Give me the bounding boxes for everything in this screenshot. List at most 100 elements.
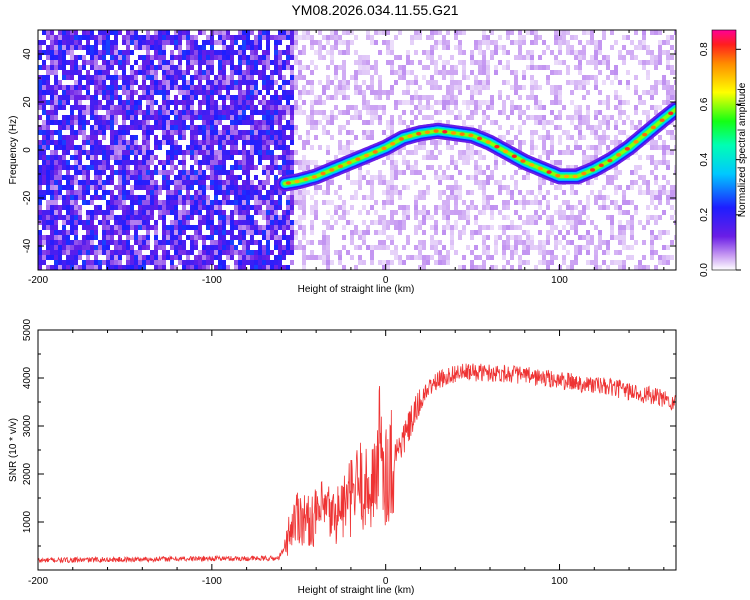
heatmap-cell — [154, 90, 158, 95]
heatmap-cell — [658, 145, 662, 150]
heatmap-cell — [246, 85, 250, 90]
heatmap-cell — [62, 55, 66, 60]
heatmap-cell — [402, 225, 406, 230]
heatmap-cell — [510, 110, 514, 115]
heatmap-cell — [278, 85, 282, 90]
heatmap-cell — [94, 50, 98, 55]
heatmap-cell — [466, 205, 470, 210]
heatmap-cell — [430, 75, 434, 80]
heatmap-cell — [78, 250, 82, 255]
heatmap-cell — [258, 100, 262, 105]
heatmap-cell — [358, 175, 362, 180]
heatmap-cell — [398, 260, 402, 265]
heatmap-cell — [58, 160, 62, 165]
heatmap-cell — [510, 125, 514, 130]
heatmap-cell — [262, 100, 266, 105]
heatmap-cell — [178, 200, 182, 205]
heatmap-cell — [142, 220, 146, 225]
heatmap-cell — [554, 235, 558, 240]
heatmap-cell — [238, 30, 242, 35]
heatmap-cell — [614, 205, 618, 210]
heatmap-cell — [166, 130, 170, 135]
heatmap-cell — [54, 70, 58, 75]
heatmap-cell — [146, 180, 150, 185]
heatmap-cell — [274, 145, 278, 150]
heatmap-cell — [238, 50, 242, 55]
heatmap-cell — [122, 155, 126, 160]
heatmap-cell — [506, 240, 510, 245]
heatmap-cell — [38, 170, 42, 175]
heatmap-cell — [186, 215, 190, 220]
heatmap-cell — [490, 30, 494, 35]
heatmap-cell — [134, 35, 138, 40]
heatmap-cell — [114, 30, 118, 35]
heatmap-cell — [626, 135, 630, 140]
heatmap-cell — [210, 100, 214, 105]
heatmap-cell — [38, 125, 42, 130]
heatmap-cell — [186, 50, 190, 55]
heatmap-cell — [258, 60, 262, 65]
heatmap-cell — [162, 120, 166, 125]
heatmap-cell — [142, 240, 146, 245]
heatmap-cell — [238, 200, 242, 205]
heatmap-cell — [550, 145, 554, 150]
heatmap-cell — [350, 140, 354, 145]
heatmap-cell — [642, 45, 646, 50]
heatmap-cell — [474, 245, 478, 250]
heatmap-cell — [134, 75, 138, 80]
heatmap-cell — [118, 230, 122, 235]
heatmap-cell — [374, 40, 378, 45]
heatmap-cell — [294, 80, 298, 85]
heatmap-cell — [110, 255, 114, 260]
heatmap-x-tick-label: -100 — [202, 275, 222, 286]
heatmap-cell — [82, 120, 86, 125]
heatmap-cell — [498, 225, 502, 230]
heatmap-cell — [134, 265, 138, 270]
heatmap-cell — [322, 55, 326, 60]
heatmap-cell — [270, 190, 274, 195]
heatmap-cell — [242, 120, 246, 125]
heatmap-cell — [38, 45, 42, 50]
heatmap-cell — [342, 65, 346, 70]
heatmap-y-tick-label: 40 — [22, 48, 33, 60]
snr-y-tick-label: 2000 — [22, 462, 33, 485]
heatmap-cell — [62, 145, 66, 150]
heatmap-cell — [58, 250, 62, 255]
heatmap-cell — [246, 260, 250, 265]
heatmap-cell — [654, 80, 658, 85]
heatmap-cell — [58, 95, 62, 100]
heatmap-cell — [462, 265, 466, 270]
heatmap-cell — [210, 85, 214, 90]
heatmap-cell — [658, 40, 662, 45]
heatmap-cell — [206, 70, 210, 75]
heatmap-cell — [378, 215, 382, 220]
heatmap-cell — [198, 250, 202, 255]
heatmap-cell — [606, 145, 610, 150]
heatmap-cell — [198, 145, 202, 150]
heatmap-cell — [46, 155, 50, 160]
heatmap-cell — [270, 185, 274, 190]
heatmap-cell — [358, 180, 362, 185]
heatmap-cell — [250, 40, 254, 45]
heatmap-cell — [94, 60, 98, 65]
heatmap-cell — [210, 245, 214, 250]
heatmap-cell — [238, 220, 242, 225]
heatmap-cell — [530, 190, 534, 195]
heatmap-cell — [598, 135, 602, 140]
heatmap-cell — [158, 60, 162, 65]
heatmap-cell — [318, 45, 322, 50]
heatmap-cell — [278, 265, 282, 270]
heatmap-cell — [574, 220, 578, 225]
heatmap-cell — [262, 145, 266, 150]
heatmap-cell — [162, 70, 166, 75]
heatmap-cell — [482, 55, 486, 60]
heatmap-cell — [474, 75, 478, 80]
heatmap-cell — [462, 200, 466, 205]
heatmap-cell — [402, 120, 406, 125]
heatmap-cell — [442, 70, 446, 75]
heatmap-cell — [570, 190, 574, 195]
heatmap-cell — [470, 150, 474, 155]
heatmap-cell — [162, 130, 166, 135]
heatmap-cell — [278, 205, 282, 210]
heatmap-cell — [214, 180, 218, 185]
